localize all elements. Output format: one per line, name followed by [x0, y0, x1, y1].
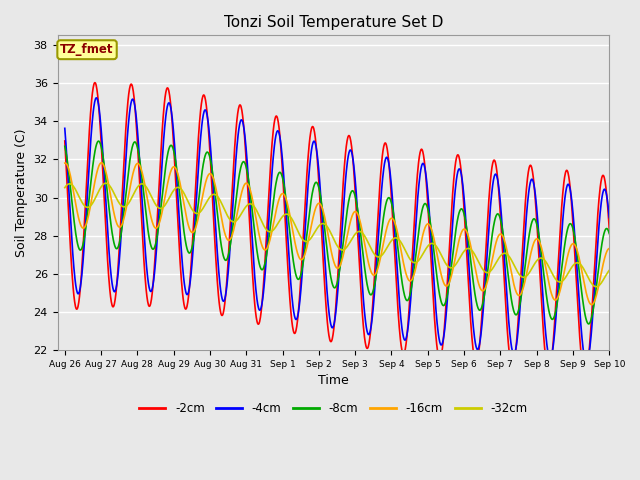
- -8cm: [169, 145, 177, 151]
- Text: TZ_fmet: TZ_fmet: [60, 43, 114, 56]
- -8cm: [95, 138, 102, 144]
- -2cm: [422, 173, 429, 179]
- -2cm: [541, 348, 548, 354]
- Legend: -2cm, -4cm, -8cm, -16cm, -32cm: -2cm, -4cm, -8cm, -16cm, -32cm: [135, 397, 532, 420]
- -4cm: [541, 322, 548, 328]
- -32cm: [102, 180, 109, 186]
- Title: Tonzi Soil Temperature Set D: Tonzi Soil Temperature Set D: [224, 15, 443, 30]
- -16cm: [541, 261, 548, 266]
- Line: -16cm: -16cm: [65, 163, 609, 305]
- -32cm: [182, 195, 190, 201]
- -4cm: [243, 159, 251, 165]
- -32cm: [243, 203, 251, 208]
- Line: -4cm: -4cm: [65, 98, 609, 363]
- -2cm: [243, 175, 251, 180]
- -16cm: [605, 246, 613, 252]
- -16cm: [98, 160, 106, 166]
- Line: -2cm: -2cm: [65, 83, 609, 376]
- -32cm: [169, 189, 177, 194]
- -8cm: [605, 231, 613, 237]
- -4cm: [605, 215, 613, 220]
- Line: -8cm: -8cm: [65, 141, 609, 324]
- -8cm: [422, 201, 429, 207]
- -2cm: [493, 168, 500, 174]
- -4cm: [61, 125, 68, 131]
- -4cm: [92, 95, 100, 101]
- -32cm: [541, 258, 548, 264]
- -2cm: [581, 373, 589, 379]
- -32cm: [61, 185, 68, 191]
- -32cm: [493, 259, 500, 264]
- -2cm: [605, 226, 613, 232]
- -8cm: [541, 281, 548, 287]
- X-axis label: Time: Time: [318, 374, 349, 387]
- -8cm: [61, 144, 68, 149]
- -16cm: [493, 237, 500, 243]
- -32cm: [605, 267, 613, 273]
- Y-axis label: Soil Temperature (C): Soil Temperature (C): [15, 129, 28, 257]
- -32cm: [422, 246, 429, 252]
- -2cm: [92, 80, 99, 85]
- -4cm: [169, 123, 177, 129]
- -2cm: [169, 132, 177, 137]
- Line: -32cm: -32cm: [65, 183, 609, 287]
- -16cm: [422, 223, 429, 229]
- -8cm: [585, 321, 593, 327]
- -8cm: [243, 168, 251, 174]
- -8cm: [493, 212, 500, 217]
- -4cm: [582, 360, 590, 366]
- -8cm: [182, 242, 190, 248]
- -16cm: [243, 180, 251, 186]
- -32cm: [593, 284, 600, 289]
- -4cm: [493, 173, 500, 179]
- -16cm: [61, 160, 68, 166]
- -16cm: [182, 214, 190, 219]
- -16cm: [169, 164, 177, 170]
- -4cm: [182, 290, 190, 296]
- -2cm: [182, 306, 190, 312]
- -2cm: [61, 138, 68, 144]
- -4cm: [422, 170, 429, 176]
- -16cm: [588, 302, 595, 308]
